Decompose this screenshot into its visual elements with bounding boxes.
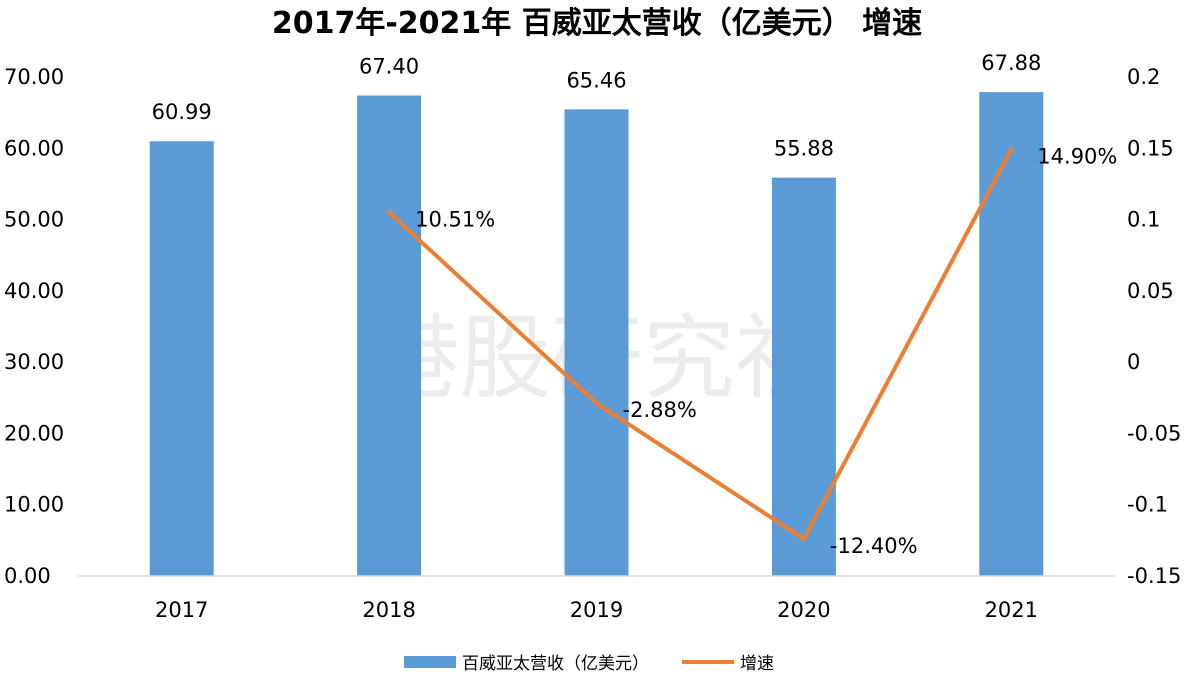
bar-data-label: 55.88 xyxy=(774,137,834,161)
legend-bar-label: 百威亚太营收（亿美元） xyxy=(462,654,649,674)
bar xyxy=(564,109,629,577)
x-tick-label: 2021 xyxy=(985,598,1038,622)
right-axis: -0.15 -0.1 -0.05 0 0.05 0.1 0.15 0.2 xyxy=(1127,65,1181,588)
bar-data-label: 65.46 xyxy=(566,68,626,92)
bar xyxy=(149,141,214,576)
left-tick-label: 40.00 xyxy=(4,279,64,303)
right-tick-label: 0.1 xyxy=(1127,208,1160,232)
x-axis: 2017 2018 2019 2020 2021 xyxy=(155,598,1038,622)
line-point xyxy=(594,400,599,406)
x-tick-label: 2020 xyxy=(777,598,830,622)
line-series: 10.51% -2.88% -12.40% 14.90% xyxy=(386,145,1117,558)
left-axis: 0.00 10.00 20.00 30.00 40.00 50.00 60.00 70.00 xyxy=(4,65,64,588)
growth-line xyxy=(387,148,1014,541)
bar xyxy=(357,95,422,576)
bar-data-label: 67.40 xyxy=(359,55,419,79)
right-tick-label: -0.1 xyxy=(1127,493,1168,517)
line-data-label: -2.88% xyxy=(623,398,697,422)
left-tick-label: 20.00 xyxy=(4,421,64,445)
left-tick-label: 30.00 xyxy=(4,350,64,374)
left-tick-label: 60.00 xyxy=(4,136,64,160)
legend-line-label: 增速 xyxy=(740,654,774,674)
right-tick-label: 0.15 xyxy=(1127,136,1174,160)
left-tick-label: 10.00 xyxy=(4,493,64,517)
line-data-label: 10.51% xyxy=(415,207,495,231)
line-data-label: -12.40% xyxy=(830,534,918,558)
chart-title: 2017年-2021年 百威亚太营收（亿美元） 增速 xyxy=(272,6,922,41)
right-tick-label: 0.2 xyxy=(1127,65,1160,89)
bar-series: 60.99 67.40 65.46 55.88 67.88 xyxy=(149,51,1044,577)
bar xyxy=(771,177,836,576)
x-tick-label: 2019 xyxy=(570,598,623,622)
line-data-label: 14.90% xyxy=(1037,145,1117,169)
legend-bar-swatch xyxy=(404,656,456,668)
x-tick-label: 2017 xyxy=(155,598,208,622)
line-point xyxy=(386,209,392,215)
line-point xyxy=(801,536,807,542)
bar-data-label: 67.88 xyxy=(981,51,1041,75)
right-tick-label: 0 xyxy=(1127,350,1140,374)
line-point xyxy=(1008,147,1014,153)
right-tick-label: -0.15 xyxy=(1127,564,1181,588)
right-tick-label: -0.05 xyxy=(1127,421,1181,445)
left-tick-label: 50.00 xyxy=(4,208,64,232)
legend: 百威亚太营收（亿美元） 增速 xyxy=(404,654,774,674)
left-tick-label: 0.00 xyxy=(4,564,51,588)
left-tick-label: 70.00 xyxy=(4,65,64,89)
right-tick-label: 0.05 xyxy=(1127,279,1174,303)
bar xyxy=(979,92,1044,576)
x-tick-label: 2018 xyxy=(362,598,415,622)
bar-data-label: 60.99 xyxy=(152,100,212,124)
